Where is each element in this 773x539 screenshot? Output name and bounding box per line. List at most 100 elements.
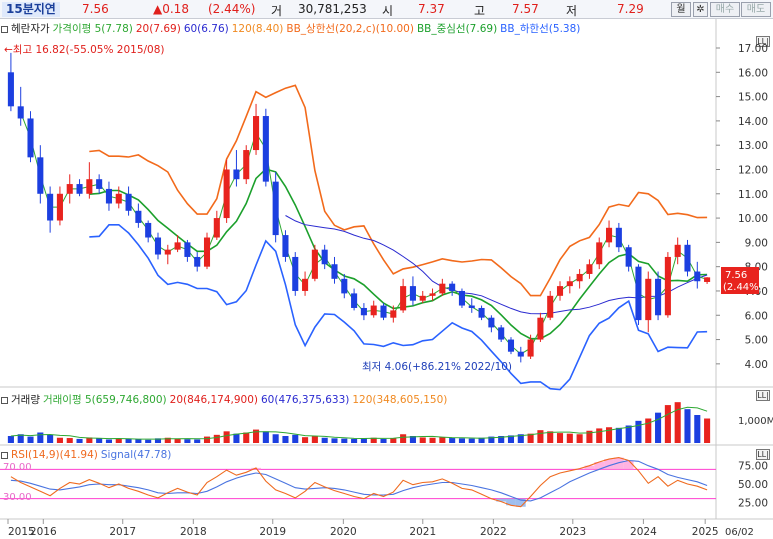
volume-bar <box>27 436 34 443</box>
candle-body <box>76 184 83 194</box>
candle-body <box>694 271 701 282</box>
volume-bar <box>331 438 338 443</box>
volume-value: 30,781,253 <box>298 2 367 16</box>
x-tick-label: 2016 <box>30 526 57 538</box>
price-tick-label: 11.00 <box>738 189 768 201</box>
volume-bar <box>537 430 544 443</box>
volume-bar <box>47 434 54 443</box>
volume-bar <box>125 438 132 443</box>
candle-body <box>262 116 269 182</box>
volume-bar <box>184 439 191 443</box>
legend-vol-ma60[interactable]: 60(476,375,633) <box>261 394 350 406</box>
rsi-tick-label: 25.00 <box>738 497 768 509</box>
axes: 4.005.006.007.008.009.0010.0011.0012.001… <box>7 43 768 538</box>
rsi-tick-label: 50.00 <box>738 479 768 491</box>
price-pane-close-button[interactable]: LL| <box>756 36 770 47</box>
low-value: 7.29 <box>617 2 644 16</box>
volume-bar <box>7 436 14 443</box>
volume-bar <box>253 429 260 443</box>
stock-chart[interactable]: 4.005.006.007.008.009.0010.0011.0012.001… <box>0 19 773 539</box>
candle-body <box>27 118 34 158</box>
candle-body <box>135 210 142 223</box>
volume-bar <box>233 433 240 443</box>
gear-icon[interactable]: ✲ <box>693 2 708 17</box>
candle-body <box>370 305 377 316</box>
volume-bar <box>478 437 485 443</box>
volume-bar <box>115 438 122 443</box>
rsi-oversold-fill <box>496 498 507 502</box>
volume-label: 거 <box>271 4 283 18</box>
legend-signal[interactable]: Signal(47.78) <box>100 449 172 461</box>
volume-legend-toggle[interactable] <box>1 396 8 404</box>
volume-bar <box>704 418 711 443</box>
legend-vol-ma120[interactable]: 120(348,605,150) <box>352 394 448 406</box>
legend-bb-upper[interactable]: BB_상한선(20,2,c)(10.00) <box>286 23 414 35</box>
price-tag <box>721 267 759 294</box>
candle-body <box>311 249 318 279</box>
bb-upper-line <box>89 84 708 297</box>
legend-ma120[interactable]: 120(8.40) <box>231 23 284 35</box>
buy-button[interactable]: 매수 <box>710 2 740 17</box>
legend-bb-mid[interactable]: BB_중심선(7.69) <box>416 23 498 35</box>
price-change: ▲0.18 <box>153 2 189 16</box>
legend-toggle[interactable] <box>1 25 8 33</box>
volume-bar <box>449 438 456 443</box>
volume-bar <box>645 418 652 443</box>
rsi-oversold-fill <box>506 498 516 506</box>
price-legend: 헤란자가 가격이평 5(7.78) 20(7.69) 60(6.76) 120(8.40… <box>1 21 583 36</box>
volume-axis-label: 1,000M <box>738 416 773 427</box>
legend-rsi[interactable]: RSI(14,9)(41.94) <box>11 449 98 461</box>
volume-bar <box>635 420 642 443</box>
candle-body <box>655 278 662 316</box>
rsi-overbought-fill <box>604 459 614 470</box>
volume-bar <box>488 436 495 443</box>
bollinger-bands <box>20 84 708 391</box>
legend-vol-ma20[interactable]: 20(846,174,900) <box>169 394 258 406</box>
volume-bar <box>429 437 436 443</box>
candle-body <box>596 242 603 265</box>
rsi-legend-toggle[interactable] <box>1 451 8 459</box>
candle-body <box>537 317 544 340</box>
volume-pane-close-button[interactable]: LL| <box>756 390 770 401</box>
volume-bar <box>145 439 152 443</box>
price-tick-label: 10.00 <box>738 213 768 225</box>
rsi-pane-close-button[interactable]: LL| <box>756 449 770 460</box>
candle-body <box>488 317 495 328</box>
volume-bar <box>517 434 524 443</box>
period-button[interactable]: 월 <box>671 2 691 17</box>
price-tick-label: 14.00 <box>738 116 768 128</box>
volume-bar <box>360 438 367 443</box>
price-tick-label: 12.00 <box>738 164 768 176</box>
candle-body <box>704 277 711 282</box>
volume-bar <box>37 432 44 443</box>
legend-ma60[interactable]: 60(6.76) <box>183 23 229 35</box>
candle-body <box>56 193 63 221</box>
price-tick-label: 15.00 <box>738 92 768 104</box>
price-tick-label: 9.00 <box>745 237 768 249</box>
candle-body <box>547 295 554 318</box>
grid <box>0 19 773 520</box>
sell-button[interactable]: 매도 <box>741 2 771 17</box>
low-annotation: 최저 4.06(+86.21% 2022/10) <box>362 361 512 373</box>
rsi-legend: RSI(14,9)(41.94) Signal(47.78) <box>1 449 174 461</box>
legend-bb-lower[interactable]: BB_하한선(5.38) <box>500 23 581 35</box>
high-value: 7.57 <box>512 2 539 16</box>
volume-bar <box>213 434 220 443</box>
signal-line <box>10 459 708 502</box>
current-price: 7.56 <box>82 2 109 16</box>
candle-body <box>184 242 191 257</box>
candle-body <box>351 293 358 308</box>
legend-ma5[interactable]: 가격이평 5(7.78) <box>52 23 133 35</box>
volume-bar <box>321 437 328 443</box>
volume-bar <box>586 430 593 443</box>
candle-body <box>321 249 328 265</box>
volume-bar <box>615 427 622 443</box>
volume-bar <box>664 405 671 443</box>
legend-stock-name: 헤란자가 <box>11 23 50 35</box>
candle-body <box>556 286 564 296</box>
legend-vol-ma5[interactable]: 거래이평 5(659,746,800) <box>42 394 167 406</box>
price-tick-label: 4.00 <box>745 359 768 371</box>
candle-body <box>302 278 309 291</box>
legend-ma20[interactable]: 20(7.69) <box>135 23 181 35</box>
volume-bar <box>606 427 613 443</box>
